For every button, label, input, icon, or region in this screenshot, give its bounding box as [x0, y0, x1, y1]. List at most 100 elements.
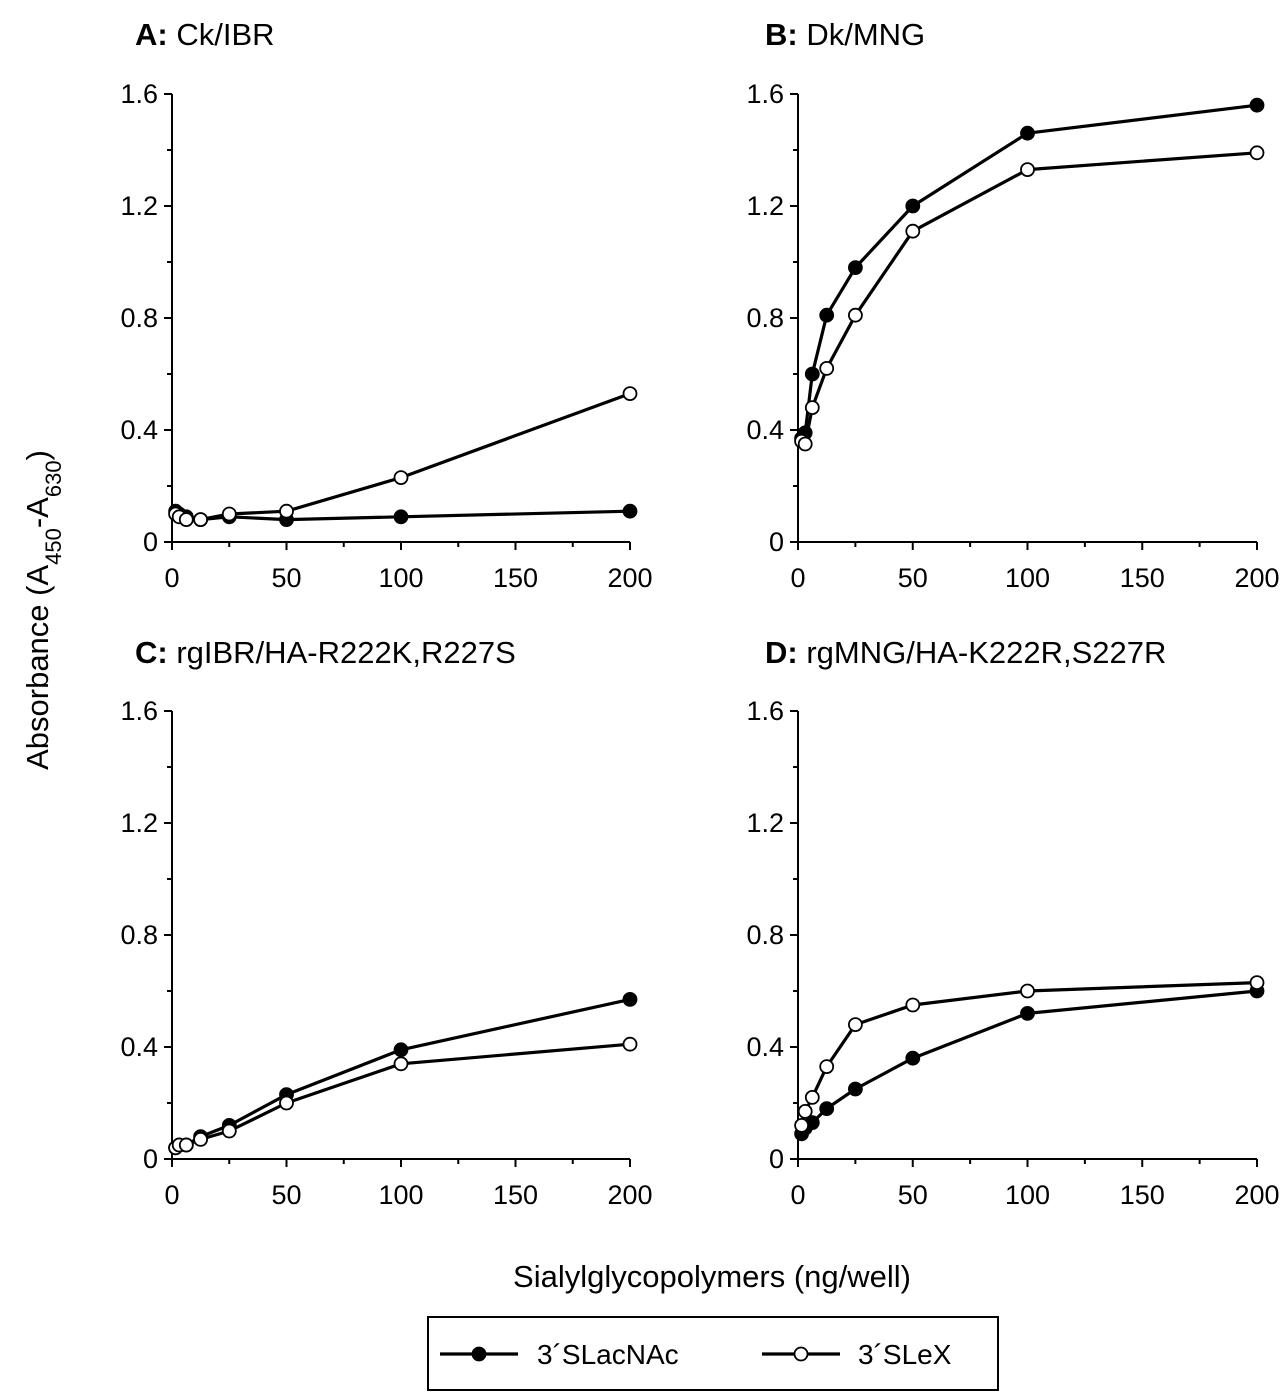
x-tick-label: 150: [1120, 563, 1165, 593]
panel-name: rgIBR/HA-R222K,R227S: [168, 635, 516, 670]
legend-marker: [471, 1346, 487, 1362]
data-point-slex: [1249, 975, 1265, 990]
y-tick-label: 1.2: [120, 191, 158, 221]
panel-letter: D:: [765, 635, 798, 670]
x-tick-label: 50: [898, 1180, 928, 1210]
x-tick-label: 0: [164, 563, 179, 593]
y-tick-label: 0: [769, 1144, 784, 1174]
y-tick-label: 0.8: [120, 303, 158, 333]
panel-letter: B:: [765, 17, 798, 52]
y-tick-label: 0: [143, 527, 158, 557]
legend-label: 3´SLeX: [858, 1339, 952, 1370]
x-tick-label: 100: [378, 1180, 423, 1210]
y-tick-label: 0.8: [746, 303, 784, 333]
data-point-slex: [848, 1017, 863, 1032]
data-point-slex: [193, 512, 209, 527]
data-point-slex: [804, 1090, 820, 1105]
data-point-slacnac: [905, 1050, 921, 1066]
x-tick-label: 50: [898, 563, 928, 593]
x-tick-label: 150: [493, 1180, 538, 1210]
data-point-slex: [797, 1104, 813, 1119]
panel-name: rgMNG/HA-K222R,S227R: [798, 635, 1167, 670]
x-tick-label: 0: [790, 1180, 805, 1210]
data-point-slex: [221, 506, 237, 522]
data-point-slacnac: [1020, 125, 1035, 141]
y-axis-label: Absorbance (A450-A630): [20, 450, 66, 770]
panel-a: A: Ck/IBR 0 0.4 0.8 1.2 1.6 0 50 100 150 200: [120, 17, 652, 593]
legend-marker: [793, 1346, 809, 1362]
y-tick-label: 1.2: [120, 808, 158, 838]
y-tick-label: 0.8: [746, 920, 784, 950]
y-tick-label: 0.4: [746, 415, 784, 445]
y-tick-label: 1.6: [746, 696, 784, 726]
x-tick-label: 150: [493, 563, 538, 593]
data-point-slacnac: [622, 503, 638, 519]
y-tick-label: 0.8: [120, 920, 158, 950]
y-tick-label: 1.2: [746, 191, 784, 221]
x-tick-label: 100: [1005, 563, 1050, 593]
data-point-slex: [279, 503, 294, 519]
x-tick-label: 200: [1234, 1180, 1279, 1210]
legend-label: 3´SLacNAc: [537, 1339, 679, 1370]
x-tick-label: 200: [607, 1180, 652, 1210]
data-point-slacnac: [1020, 1006, 1035, 1021]
panel-title: B: Dk/MNG: [765, 17, 925, 52]
y-tick-label: 0.4: [120, 415, 158, 445]
panel-c: C: rgIBR/HA-R222K,R227S 0 0.4 0.8 1.2 1.6 0 50 1…: [120, 635, 652, 1210]
panel-letter: C:: [135, 635, 168, 670]
data-point-slex: [848, 307, 863, 323]
data-point-slex: [905, 997, 921, 1013]
data-point-slex: [178, 512, 194, 527]
data-point-slex: [221, 1123, 237, 1139]
data-point-slacnac: [393, 1042, 409, 1058]
y-tick-label: 1.6: [746, 79, 784, 109]
y-tick-label: 0.4: [746, 1032, 784, 1062]
series-line-slex: [800, 981, 1258, 1126]
data-point-slex: [279, 1095, 294, 1111]
x-axis-label: Sialylglycopolymers (ng/well): [513, 1259, 911, 1294]
panel-name: Ck/IBR: [168, 17, 275, 52]
data-point-slex: [1020, 162, 1035, 178]
y-tick-label: 0: [769, 527, 784, 557]
series-line-slex: [174, 392, 631, 522]
data-point-slex: [804, 400, 820, 416]
legend: 3´SLacNAc 3´SLeX: [427, 1316, 999, 1391]
data-point-slex: [393, 470, 409, 486]
panel-title: C: rgIBR/HA-R222K,R227S: [135, 635, 516, 670]
data-point-slacnac: [819, 1101, 835, 1116]
y-tick-label: 1.6: [120, 696, 158, 726]
data-point-slex: [819, 360, 835, 376]
panel-title: A: Ck/IBR: [135, 17, 275, 52]
panel-name: Dk/MNG: [798, 17, 925, 52]
panel-b: B: Dk/MNG 0 0.4 0.8 1.2 1.6 0 50 100 150 200: [746, 17, 1279, 593]
data-point-slex: [905, 223, 921, 239]
data-point-slex: [193, 1132, 209, 1147]
data-point-slex: [178, 1137, 194, 1153]
data-point-slex: [622, 386, 638, 402]
data-point-slex: [797, 436, 813, 452]
panel-d: D: rgMNG/HA-K222R,S227R 0 0.4 0.8 1.2 1.6 0 50 1…: [746, 635, 1279, 1210]
series-line-slex: [800, 151, 1258, 446]
data-point-slacnac: [804, 366, 820, 382]
y-tick-label: 1.2: [746, 808, 784, 838]
x-tick-label: 50: [271, 563, 301, 593]
series-line-slacnac: [800, 103, 1258, 440]
data-point-slacnac: [848, 1081, 863, 1097]
x-tick-label: 100: [378, 563, 423, 593]
data-point-slex: [1020, 983, 1035, 999]
panel-title: D: rgMNG/HA-K222R,S227R: [765, 635, 1166, 670]
y-tick-label: 0.4: [120, 1032, 158, 1062]
data-point-slex: [622, 1036, 638, 1052]
data-point-slacnac: [848, 260, 863, 276]
data-point-slacnac: [1249, 97, 1265, 113]
data-point-slex: [819, 1059, 835, 1074]
panel-letter: A:: [135, 17, 168, 52]
x-tick-label: 200: [1234, 563, 1279, 593]
x-tick-label: 200: [607, 563, 652, 593]
data-point-slacnac: [622, 992, 638, 1007]
x-tick-label: 50: [271, 1180, 301, 1210]
data-point-slex: [794, 1118, 809, 1133]
y-tick-label: 1.6: [120, 79, 158, 109]
data-point-slacnac: [819, 307, 835, 323]
